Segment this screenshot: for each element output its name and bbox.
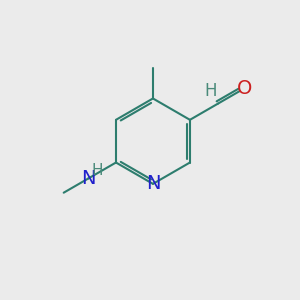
- Text: H: H: [204, 82, 217, 100]
- Text: O: O: [237, 79, 252, 98]
- Text: N: N: [146, 174, 160, 194]
- Text: H: H: [91, 163, 103, 178]
- Text: N: N: [81, 169, 95, 188]
